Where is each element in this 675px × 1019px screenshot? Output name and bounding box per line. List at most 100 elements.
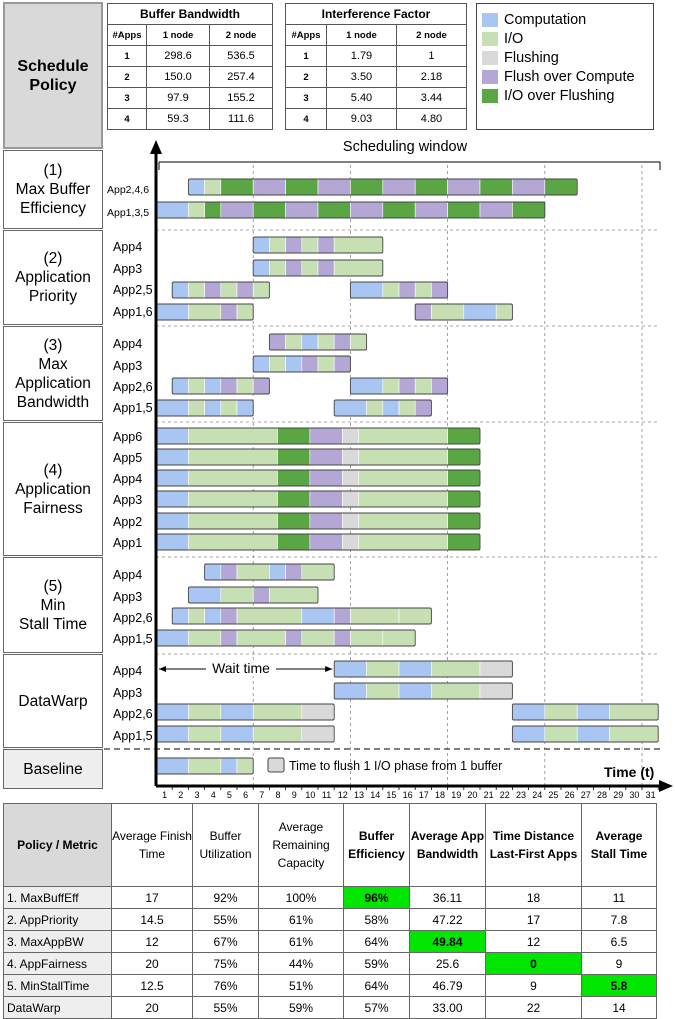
bar-segment (155, 703, 189, 721)
table-cell: 67% (192, 930, 259, 953)
bar-segment (285, 563, 303, 581)
x-tick-label: 22 (500, 790, 510, 800)
bar-segment (358, 469, 448, 487)
bar-segment (155, 757, 189, 775)
bar-segment (366, 399, 384, 417)
policy-name-cell: 1. MaxBuffEff (3, 886, 112, 909)
bar-segment (220, 178, 254, 196)
bar-segment (333, 333, 351, 351)
table-cell: 46.79 (409, 974, 486, 997)
table-cell: 92% (192, 886, 259, 909)
y-axis-arrow (150, 140, 162, 154)
bar-segment (204, 281, 222, 299)
table-row: 1. MaxBuffEff 17 92% 100% 96% 36.11 18 11 (3, 886, 657, 909)
bar-segment (414, 399, 432, 417)
bar-segment (447, 427, 481, 445)
row-label: App3 (113, 359, 142, 373)
x-tick-label: 25 (548, 790, 558, 800)
bar-segment (301, 355, 319, 373)
bar-segment (544, 178, 578, 196)
bar-segment (171, 607, 189, 625)
column-header: Average Finish Time (111, 803, 193, 887)
bar-segment (155, 512, 189, 530)
bar-outline (252, 355, 351, 373)
bar-segment (358, 448, 448, 466)
table-cell: 33.00 (409, 996, 486, 1019)
bar-segment (188, 533, 278, 551)
baseline-note: Time to flush 1 I/O phase from 1 buffer (289, 759, 502, 773)
bar-segment (252, 703, 303, 721)
bar-segment (236, 563, 270, 581)
row-label: App1,3,5 (107, 207, 149, 219)
wait-time-label: Wait time (212, 660, 270, 676)
bar-segment (285, 629, 303, 647)
row-label: App4 (113, 337, 142, 351)
bar-segment (333, 660, 367, 678)
bar-segment (512, 201, 546, 219)
table-cell: 55% (192, 908, 259, 931)
table-row: 2. AppPriority 14.5 55% 61% 58% 47.22 17 7.8 (3, 908, 657, 931)
x-tick-label: 19 (451, 790, 461, 800)
bar-outline (187, 586, 319, 604)
bar-segment (447, 490, 481, 508)
legend-item-flush-over-compute: Flush over Compute (482, 67, 653, 86)
table-cell: 17 (485, 908, 582, 931)
bar-segment (155, 725, 189, 743)
bar-segment (220, 586, 254, 604)
bar-segment (188, 303, 222, 321)
bar-segment (301, 607, 335, 625)
bar-segment (252, 201, 286, 219)
row-label: App1,5 (113, 632, 153, 646)
table-row: 2 150.0 257.4 (107, 66, 273, 88)
bar-segment (333, 607, 351, 625)
bar-segment (398, 682, 432, 700)
x-tick-label: 12 (338, 790, 348, 800)
bar-segment (431, 682, 481, 700)
bar-segment (236, 607, 303, 625)
bar-segment (188, 757, 222, 775)
row-label: App3 (113, 262, 142, 276)
policy-name-cell: 3. MaxAppBW (3, 930, 112, 953)
bar-segment (204, 178, 222, 196)
bar-segment (358, 512, 448, 530)
bar-segment (155, 303, 189, 321)
x-tick-label: 17 (419, 790, 429, 800)
bar-segment (447, 533, 481, 551)
bar-segment (350, 629, 384, 647)
bar-segment (309, 448, 343, 466)
bar-segment (252, 377, 270, 395)
bar-segment (512, 703, 546, 721)
bar-segment (366, 660, 400, 678)
bar-segment (609, 725, 659, 743)
bar-segment (512, 178, 546, 196)
bar-segment (309, 469, 343, 487)
x-tick-label: 4 (211, 790, 216, 800)
table-row: 3. MaxAppBW 12 67% 61% 64% 49.84 12 6.5 (3, 930, 657, 953)
row-label: App4 (113, 472, 142, 486)
row-label: App5 (113, 451, 142, 465)
bar-outline (511, 703, 659, 721)
bar-segment (171, 377, 189, 395)
table-cell: 17 (111, 886, 193, 909)
bar-segment (188, 629, 222, 647)
column-header: Average App Bandwidth (409, 803, 486, 887)
bar-segment (398, 399, 416, 417)
bar-segment (358, 490, 448, 508)
row-label: App3 (113, 686, 142, 700)
bar-segment (317, 236, 335, 254)
x-tick-label: 5 (227, 790, 232, 800)
bar-segment (341, 490, 359, 508)
table-cell: 64% (343, 930, 410, 953)
bar-segment (447, 469, 481, 487)
bar-segment (495, 303, 513, 321)
bar-segment (358, 533, 448, 551)
x-tick-label: 28 (597, 790, 607, 800)
bar-segment (333, 629, 351, 647)
table-cell: 3.44 (395, 87, 468, 109)
column-header: Buffer Efficiency (343, 803, 410, 887)
table-row: 4 59.3 111.6 (107, 108, 273, 130)
row-label: App2 (113, 515, 142, 529)
scheduling-window-label: Scheduling window (343, 139, 468, 155)
bar-segment (463, 303, 497, 321)
table-cell: 44% (258, 952, 344, 975)
